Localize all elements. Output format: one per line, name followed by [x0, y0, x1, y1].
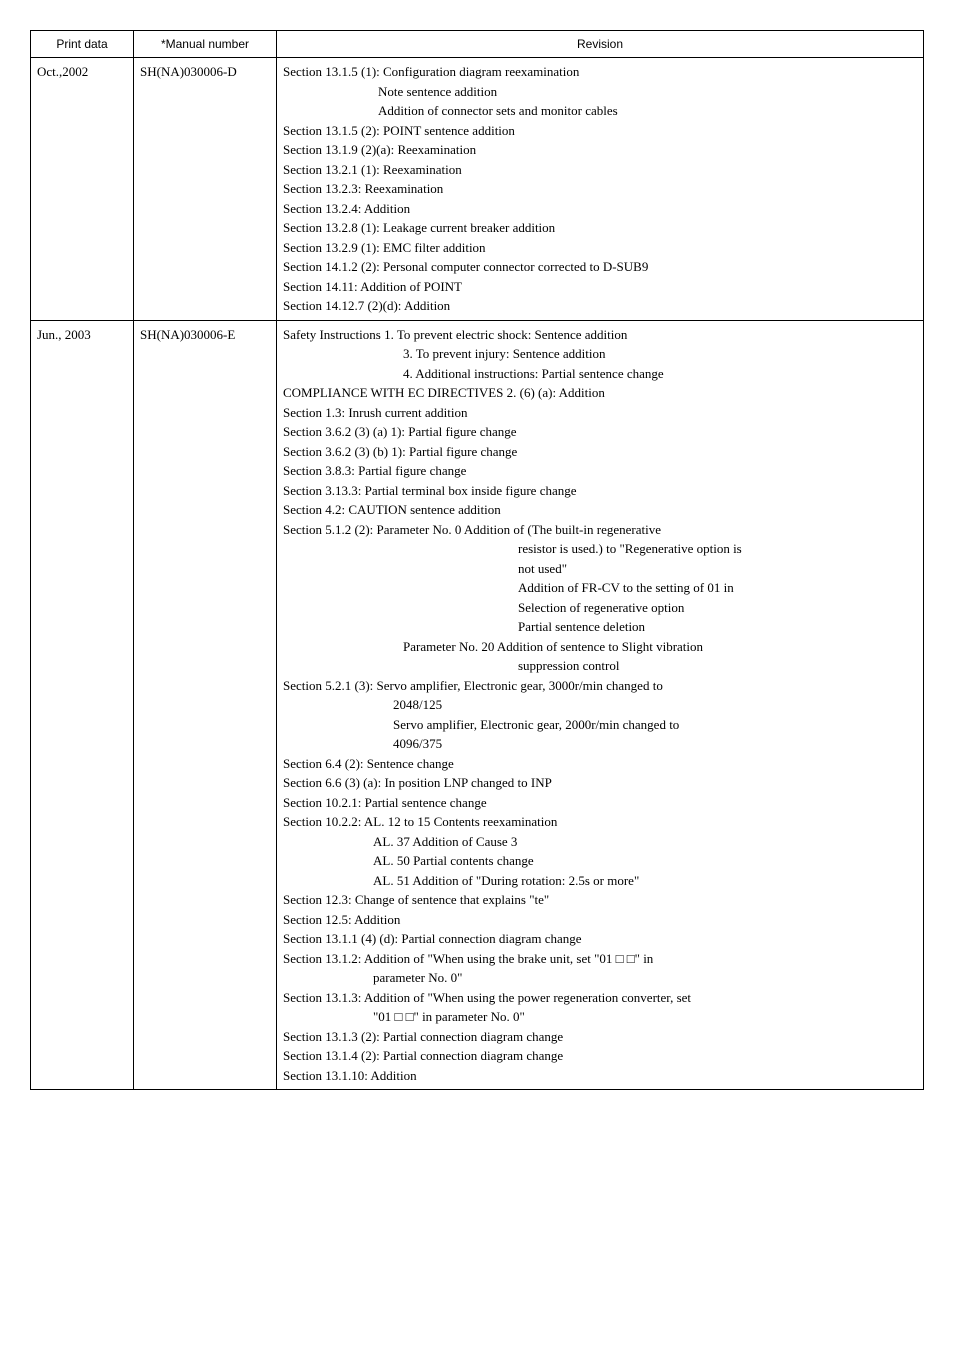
- revision-line: Section 12.5: Addition: [283, 910, 917, 930]
- revision-line: Section 3.13.3: Partial terminal box ins…: [283, 481, 917, 501]
- table-body: Oct.,2002SH(NA)030006-D Section 13.1.5 (1…: [31, 58, 924, 1090]
- revision-line: Section 13.2.9 (1): EMC filter addition: [283, 238, 917, 258]
- print-data-cell: Jun., 2003: [31, 320, 134, 1090]
- revision-line: Section 13.1.5 (2): POINT sentence addit…: [283, 121, 917, 141]
- revision-line: Note sentence addition: [283, 82, 917, 102]
- revision-line: Section 6.4 (2): Sentence change: [283, 754, 917, 774]
- revision-line: suppression control: [283, 656, 917, 676]
- revision-line: Section 5.2.1 (3): Servo amplifier, Elec…: [283, 676, 917, 696]
- revision-line: Addition of FR-CV to the setting of 01 i…: [283, 578, 917, 598]
- revision-line: Safety Instructions 1. To prevent electr…: [283, 325, 917, 345]
- revision-line: Section 14.12.7 (2)(d): Addition: [283, 296, 917, 316]
- revision-line: Section 13.2.4: Addition: [283, 199, 917, 219]
- revision-line: Selection of regenerative option: [283, 598, 917, 618]
- revision-line: Parameter No. 20 Addition of sentence to…: [283, 637, 917, 657]
- revision-line: Section 5.1.2 (2): Parameter No. 0 Addit…: [283, 520, 917, 540]
- header-manual-number: *Manual number: [134, 31, 277, 58]
- revision-line: 4096/375: [283, 734, 917, 754]
- revision-line: Section 13.1.10: Addition: [283, 1066, 917, 1086]
- revision-line: Section 14.1.2 (2): Personal computer co…: [283, 257, 917, 277]
- revision-line: Section 14.11: Addition of POINT: [283, 277, 917, 297]
- revision-line: Section 3.6.2 (3) (a) 1): Partial figure…: [283, 422, 917, 442]
- print-data-cell: Oct.,2002: [31, 58, 134, 321]
- manual-number-cell: SH(NA)030006-D: [134, 58, 277, 321]
- revision-line: "01 □ □" in parameter No. 0": [283, 1007, 917, 1027]
- revision-line: Section 13.2.3: Reexamination: [283, 179, 917, 199]
- revision-line: Section 3.8.3: Partial figure change: [283, 461, 917, 481]
- revision-line: Section 1.3: Inrush current addition: [283, 403, 917, 423]
- table-row: Jun., 2003SH(NA)030006-E Safety Instructi…: [31, 320, 924, 1090]
- revision-line: Servo amplifier, Electronic gear, 2000r/…: [283, 715, 917, 735]
- revision-line: parameter No. 0": [283, 968, 917, 988]
- revision-line: Section 13.1.5 (1): Configuration diagra…: [283, 62, 917, 82]
- header-print-data: Print data: [31, 31, 134, 58]
- revision-line: AL. 37 Addition of Cause 3: [283, 832, 917, 852]
- revision-line: 3. To prevent injury: Sentence addition: [283, 344, 917, 364]
- revision-line: Section 13.2.1 (1): Reexamination: [283, 160, 917, 180]
- revision-line: Section 3.6.2 (3) (b) 1): Partial figure…: [283, 442, 917, 462]
- revision-line: Section 13.1.2: Addition of "When using …: [283, 949, 917, 969]
- revision-line: Section 13.1.3: Addition of "When using …: [283, 988, 917, 1008]
- revision-line: Partial sentence deletion: [283, 617, 917, 637]
- revision-line: not used": [283, 559, 917, 579]
- revision-line: Section 13.1.1 (4) (d): Partial connecti…: [283, 929, 917, 949]
- revision-line: Section 10.2.1: Partial sentence change: [283, 793, 917, 813]
- revision-line: Section 12.3: Change of sentence that ex…: [283, 890, 917, 910]
- revision-line: Section 13.1.4 (2): Partial connection d…: [283, 1046, 917, 1066]
- revision-line: Section 6.6 (3) (a): In position LNP cha…: [283, 773, 917, 793]
- revision-line: AL. 51 Addition of "During rotation: 2.5…: [283, 871, 917, 891]
- revision-cell: Safety Instructions 1. To prevent electr…: [277, 320, 924, 1090]
- revision-line: Section 13.1.9 (2)(a): Reexamination: [283, 140, 917, 160]
- revision-line: Section 10.2.2: AL. 12 to 15 Contents re…: [283, 812, 917, 832]
- revision-table: Print data *Manual number Revision Oct.,…: [30, 30, 924, 1090]
- revision-line: Section 13.2.8 (1): Leakage current brea…: [283, 218, 917, 238]
- revision-line: resistor is used.) to "Regenerative opti…: [283, 539, 917, 559]
- revision-line: Addition of connector sets and monitor c…: [283, 101, 917, 121]
- revision-line: Section 13.1.3 (2): Partial connection d…: [283, 1027, 917, 1047]
- revision-line: 4. Additional instructions: Partial sent…: [283, 364, 917, 384]
- revision-line: Section 4.2: CAUTION sentence addition: [283, 500, 917, 520]
- header-revision: Revision: [277, 31, 924, 58]
- revision-line: COMPLIANCE WITH EC DIRECTIVES 2. (6) (a)…: [283, 383, 917, 403]
- revision-line: 2048/125: [283, 695, 917, 715]
- header-row: Print data *Manual number Revision: [31, 31, 924, 58]
- manual-number-cell: SH(NA)030006-E: [134, 320, 277, 1090]
- revision-line: AL. 50 Partial contents change: [283, 851, 917, 871]
- revision-cell: Section 13.1.5 (1): Configuration diagra…: [277, 58, 924, 321]
- table-row: Oct.,2002SH(NA)030006-D Section 13.1.5 (1…: [31, 58, 924, 321]
